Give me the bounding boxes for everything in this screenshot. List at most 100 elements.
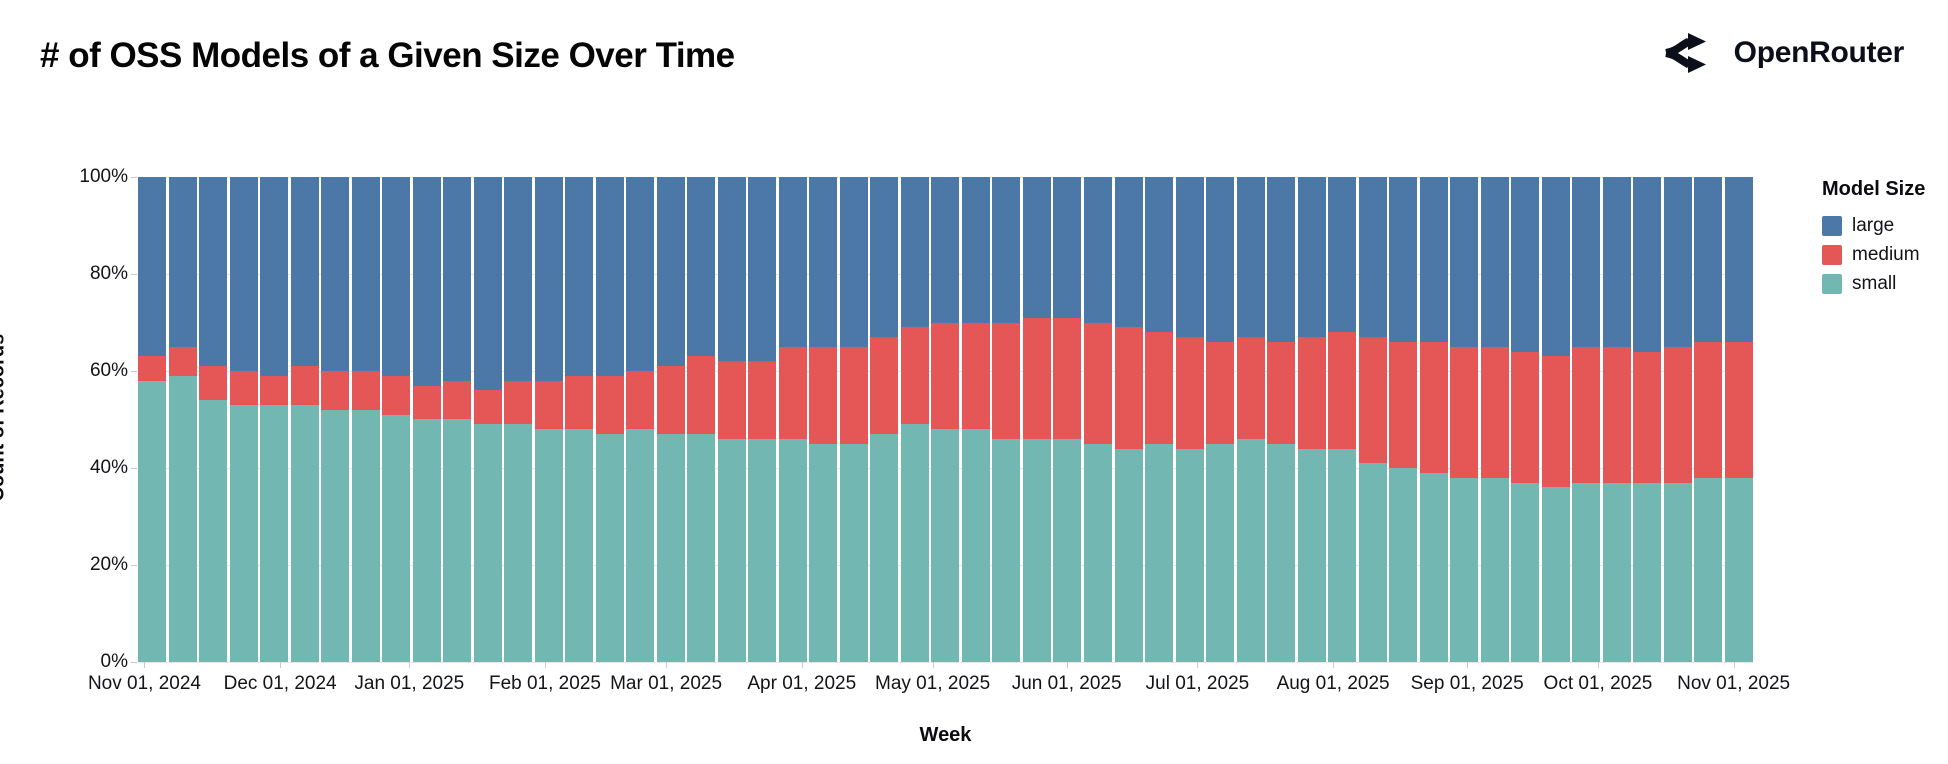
bar-segment-medium[interactable] [1267,341,1296,444]
bar-segment-large[interactable] [809,177,838,347]
bar-segment-small[interactable] [412,419,441,662]
bar-segment-medium[interactable] [473,390,502,425]
bar-segment-large[interactable] [412,177,441,386]
bar-week-2025-02-23[interactable] [656,177,685,662]
bar-week-2024-11-03[interactable] [168,177,197,662]
bar-week-2025-07-13[interactable] [1267,177,1296,662]
bar-week-2024-12-29[interactable] [412,177,441,662]
bar-segment-medium[interactable] [1419,341,1448,473]
bar-segment-large[interactable] [1694,177,1723,342]
bar-segment-small[interactable] [1450,477,1479,662]
bar-week-2025-08-10[interactable] [1389,177,1418,662]
bar-segment-small[interactable] [1206,443,1235,662]
bar-segment-small[interactable] [656,434,685,662]
bar-week-2024-11-10[interactable] [199,177,228,662]
bar-segment-medium[interactable] [839,346,868,444]
bar-segment-small[interactable] [1724,477,1753,662]
bar-segment-large[interactable] [138,177,167,357]
bar-segment-large[interactable] [534,177,563,381]
bar-week-2024-11-24[interactable] [260,177,289,662]
bar-segment-medium[interactable] [534,380,563,430]
bar-segment-large[interactable] [1602,177,1631,347]
bar-week-2024-12-15[interactable] [351,177,380,662]
bar-segment-small[interactable] [321,409,350,662]
bar-week-2025-03-30[interactable] [809,177,838,662]
bar-segment-medium[interactable] [1724,341,1753,478]
bar-segment-small[interactable] [443,419,472,662]
bar-segment-large[interactable] [1236,177,1265,338]
bar-segment-large[interactable] [717,177,746,362]
bar-week-2025-09-28[interactable] [1602,177,1631,662]
bar-week-2025-06-01[interactable] [1083,177,1112,662]
bar-week-2025-06-15[interactable] [1145,177,1174,662]
bar-segment-large[interactable] [1663,177,1692,347]
bar-segment-medium[interactable] [1358,337,1387,464]
bar-week-2025-06-22[interactable] [1175,177,1204,662]
bar-segment-medium[interactable] [1114,327,1143,449]
bar-segment-small[interactable] [961,429,990,662]
bar-segment-large[interactable] [1175,177,1204,338]
bar-segment-medium[interactable] [1236,337,1265,439]
bar-segment-medium[interactable] [900,327,929,425]
bar-segment-medium[interactable] [290,366,319,405]
bar-segment-small[interactable] [1389,467,1418,662]
bar-segment-large[interactable] [626,177,655,371]
bar-week-2025-01-19[interactable] [504,177,533,662]
bar-week-2025-07-20[interactable] [1297,177,1326,662]
bar-segment-medium[interactable] [1297,337,1326,449]
bar-week-2025-02-09[interactable] [595,177,624,662]
bar-segment-large[interactable] [1114,177,1143,328]
legend-item-small[interactable]: small [1822,273,1925,295]
bar-segment-small[interactable] [931,429,960,662]
bar-week-2024-10-27[interactable] [138,177,167,662]
bar-segment-small[interactable] [1511,482,1540,662]
bar-segment-medium[interactable] [656,366,685,435]
bar-segment-small[interactable] [168,375,197,662]
bar-week-2025-01-12[interactable] [473,177,502,662]
bar-segment-medium[interactable] [870,337,899,435]
bar-segment-small[interactable] [870,434,899,662]
bar-week-2025-01-05[interactable] [443,177,472,662]
bar-week-2024-12-01[interactable] [290,177,319,662]
legend-item-large[interactable]: large [1822,215,1925,237]
bar-segment-large[interactable] [1083,177,1112,323]
bar-week-2024-12-22[interactable] [382,177,411,662]
bar-week-2025-03-16[interactable] [748,177,777,662]
bar-segment-small[interactable] [199,400,228,662]
bar-segment-medium[interactable] [565,375,594,430]
bar-week-2025-03-23[interactable] [778,177,807,662]
bar-segment-medium[interactable] [138,356,167,381]
bar-week-2025-07-06[interactable] [1236,177,1265,662]
bar-segment-small[interactable] [473,424,502,662]
bar-segment-medium[interactable] [1053,317,1082,439]
bar-segment-medium[interactable] [931,322,960,430]
bar-week-2025-06-29[interactable] [1206,177,1235,662]
bar-week-2025-07-27[interactable] [1328,177,1357,662]
openrouter-logo[interactable]: OpenRouter [1662,30,1904,76]
bar-week-2025-08-03[interactable] [1358,177,1387,662]
bar-segment-small[interactable] [809,443,838,662]
bar-segment-large[interactable] [1511,177,1540,352]
bar-segment-large[interactable] [1724,177,1753,342]
bar-segment-small[interactable] [595,434,624,662]
bar-segment-large[interactable] [1450,177,1479,347]
bar-segment-small[interactable] [1602,482,1631,662]
bar-segment-small[interactable] [534,429,563,662]
bar-segment-medium[interactable] [168,346,197,376]
bar-segment-small[interactable] [260,404,289,662]
bar-segment-large[interactable] [961,177,990,323]
bar-segment-small[interactable] [900,424,929,662]
bar-segment-small[interactable] [565,429,594,662]
bar-segment-medium[interactable] [1450,346,1479,478]
bar-segment-medium[interactable] [1328,332,1357,449]
bar-segment-medium[interactable] [992,322,1021,439]
bar-segment-large[interactable] [1572,177,1601,347]
bar-segment-large[interactable] [1145,177,1174,333]
bar-week-2025-10-12[interactable] [1663,177,1692,662]
bar-segment-large[interactable] [229,177,258,371]
bar-segment-medium[interactable] [961,322,990,430]
bar-segment-large[interactable] [931,177,960,323]
bar-week-2025-04-20[interactable] [900,177,929,662]
bar-segment-medium[interactable] [809,346,838,444]
bar-segment-large[interactable] [473,177,502,391]
